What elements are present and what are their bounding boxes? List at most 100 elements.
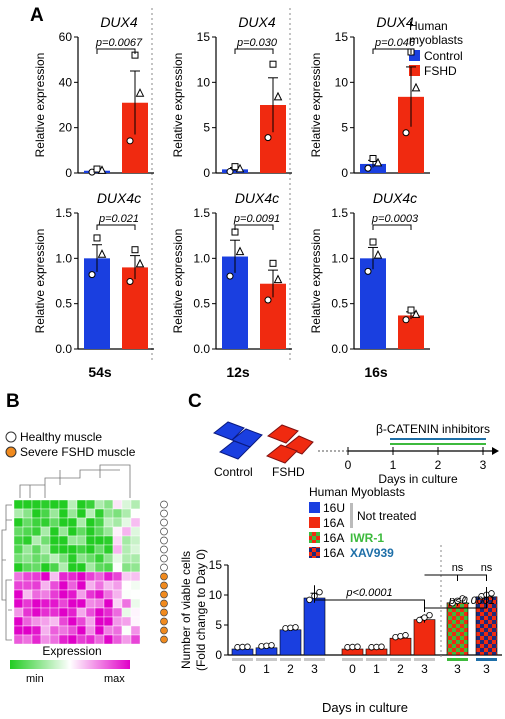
- scale-max-label: max: [104, 673, 125, 685]
- heatmap-cell: [121, 526, 132, 537]
- data-point: [459, 595, 466, 602]
- chart-title: DUX4c: [373, 190, 417, 206]
- data-point: [135, 258, 145, 268]
- row-group-marker: [160, 500, 168, 509]
- heatmap-cell: [112, 607, 123, 618]
- bar-16a-day-2: [389, 637, 412, 656]
- group-underline: [256, 658, 277, 661]
- ns-label: ns: [452, 562, 464, 574]
- heatmap-cell: [22, 544, 33, 555]
- heatmap-cell: [112, 544, 123, 555]
- y-tick-label: 0: [341, 166, 348, 180]
- row-group-marker: [160, 545, 168, 554]
- heatmap-cell: [31, 634, 42, 645]
- data-point: [264, 296, 272, 304]
- data-point: [235, 246, 245, 256]
- heatmap-cell: [31, 544, 42, 555]
- group-underline: [304, 658, 325, 661]
- heatmap-cell: [130, 634, 141, 645]
- heatmap-cell: [49, 634, 60, 645]
- legend-a-title-2: myoblasts: [409, 33, 463, 47]
- heatmap-cell: [31, 580, 42, 591]
- bar-control: [360, 163, 386, 173]
- chart-title: DUX4c: [235, 190, 279, 206]
- row-group-marker: [160, 590, 168, 599]
- heatmap-cell: [67, 580, 78, 591]
- heatmap-cell: [67, 499, 78, 510]
- heatmap-cell: [40, 571, 51, 582]
- heatmap-cell: [112, 571, 123, 582]
- heatmap-cell: [103, 634, 114, 645]
- heatmap-cell: [94, 616, 105, 627]
- data-point: [264, 134, 272, 142]
- data-point: [97, 249, 107, 258]
- row-group-marker: [160, 599, 168, 608]
- data-point: [369, 238, 377, 246]
- timeline-tick-label: 0: [345, 458, 352, 472]
- heatmap-cell: [58, 616, 69, 627]
- y-tick-label: 1.5: [331, 206, 348, 220]
- heatmap-cell: [130, 508, 141, 519]
- heatmap-cell: [85, 544, 96, 555]
- p-value-label: p=0.0067: [95, 37, 143, 49]
- heatmap-scale-title: Expression: [42, 644, 101, 658]
- heatmap-cell: [40, 526, 51, 537]
- heatmap-cell: [13, 571, 24, 582]
- heatmap-cell: [94, 634, 105, 645]
- p-value-label: p<0.0001: [448, 595, 495, 607]
- row-group-marker: [160, 626, 168, 635]
- y-tick-label: 1.5: [55, 206, 72, 220]
- data-point: [354, 643, 361, 650]
- heatmap-cell: [130, 607, 141, 618]
- heatmap-cell: [103, 580, 114, 591]
- data-point: [421, 614, 428, 621]
- heatmap-cell: [40, 544, 51, 555]
- row-group-marker: [160, 608, 168, 617]
- x-tick-label: 2: [397, 662, 404, 676]
- group-underline: [342, 658, 363, 661]
- data-point: [454, 597, 461, 604]
- heatmap-cell: [103, 553, 114, 564]
- heatmap-cell: [94, 571, 105, 582]
- heatmap-cell: [76, 535, 87, 546]
- heatmap-cell: [130, 517, 141, 528]
- heatmap-cell: [85, 625, 96, 636]
- chart-title: DUX4: [376, 14, 414, 30]
- group-underline: [232, 658, 253, 661]
- heatmap: [1, 464, 168, 645]
- heatmap-cell: [13, 616, 24, 627]
- significance-bracket: [372, 48, 412, 54]
- heatmap-cell: [31, 535, 42, 546]
- chart-title: DUX4: [100, 14, 138, 30]
- legend-xav-label: XAV939: [350, 546, 394, 560]
- heatmap-cell: [31, 562, 42, 573]
- y-tick-label: 0.5: [55, 297, 72, 311]
- heatmap-cell: [94, 526, 105, 537]
- heatmap-cell: [40, 535, 51, 546]
- heatmap-cell: [13, 580, 24, 591]
- heatmap-cell: [40, 589, 51, 600]
- heatmap-cell: [58, 508, 69, 519]
- heatmap-cell: [13, 598, 24, 609]
- heatmap-cell: [58, 625, 69, 636]
- heatmap-cell: [31, 607, 42, 618]
- heatmap-cell: [85, 535, 96, 546]
- heatmap-cell: [85, 580, 96, 591]
- heatmap-cell: [121, 562, 132, 573]
- heatmap-cell: [22, 571, 33, 582]
- heatmap-cell: [130, 526, 141, 537]
- heatmap-cell: [130, 625, 141, 636]
- x-axis-label: Days in culture: [322, 700, 408, 715]
- heatmap-cell: [49, 571, 60, 582]
- heatmap-cell: [49, 553, 60, 564]
- group-underline: [280, 658, 301, 661]
- heatmap-cell: [13, 526, 24, 537]
- data-point: [369, 154, 377, 162]
- heatmap-cell: [49, 598, 60, 609]
- heatmap-cell: [121, 625, 132, 636]
- heatmap-cell: [13, 499, 24, 510]
- heatmap-cell: [49, 607, 60, 618]
- bar-16u-day-2: [279, 629, 302, 656]
- healthy-marker: [5, 431, 17, 443]
